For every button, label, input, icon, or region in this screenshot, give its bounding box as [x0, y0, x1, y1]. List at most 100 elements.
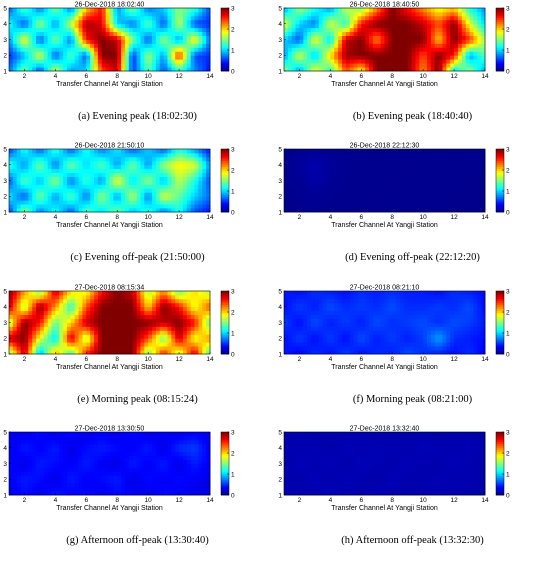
heatmap-cell	[303, 24, 307, 28]
heatmap-cell	[152, 20, 156, 24]
heatmap-cell	[24, 36, 28, 40]
heatmap-cell	[191, 323, 195, 327]
heatmap-cell	[365, 204, 369, 208]
heatmap-cell	[52, 161, 56, 165]
heatmap-cell	[357, 153, 361, 157]
heatmap-cell	[334, 12, 338, 16]
heatmap-cell	[32, 36, 36, 40]
heatmap-cell	[419, 12, 423, 16]
heatmap-cell	[442, 153, 446, 157]
heatmap-cell	[187, 59, 191, 63]
heatmap-cell	[311, 323, 315, 327]
heatmap-cell	[167, 323, 171, 327]
heatmap-cell	[171, 8, 175, 12]
heatmap-cell	[55, 157, 59, 161]
heatmap-cell	[346, 40, 350, 44]
heatmap-cell	[144, 59, 148, 63]
heatmap-cell	[94, 188, 98, 192]
heatmap-cell	[133, 192, 137, 196]
heatmap-cell	[303, 346, 307, 350]
heatmap-cell	[110, 315, 114, 319]
heatmap-cell	[28, 59, 32, 63]
heatmap-cell	[75, 51, 79, 55]
heatmap-cell	[439, 47, 443, 51]
heatmap-cell	[381, 40, 385, 44]
heatmap-cell	[202, 165, 206, 169]
heatmap-cell	[106, 323, 110, 327]
heatmap-cell	[106, 342, 110, 346]
heatmap-cell	[55, 303, 59, 307]
heatmap-cell	[9, 165, 13, 169]
heatmap-cell	[319, 153, 323, 157]
heatmap-cell	[63, 319, 67, 323]
heatmap-cell	[164, 204, 168, 208]
heatmap-cell	[21, 157, 25, 161]
heatmap-cell	[470, 200, 474, 204]
heatmap-cell	[342, 319, 346, 323]
heatmap-cell	[354, 181, 358, 185]
heatmap-cell	[354, 8, 358, 12]
heatmap-cell	[369, 338, 373, 342]
heatmap-cell	[412, 20, 416, 24]
heatmap-cell	[152, 12, 156, 16]
heatmap-cell	[179, 157, 183, 161]
heatmap-cell	[354, 330, 358, 334]
heatmap-cell	[346, 169, 350, 173]
heatmap-cell	[48, 323, 52, 327]
heatmap-cell	[191, 157, 195, 161]
heatmap-cell	[52, 188, 56, 192]
heatmap-cell	[117, 334, 121, 338]
heatmap-cell	[63, 346, 67, 350]
heatmap-cell	[307, 323, 311, 327]
heatmap-cell	[373, 326, 377, 330]
heatmap-cell	[400, 153, 404, 157]
heatmap-cell	[381, 165, 385, 169]
heatmap-cell	[129, 32, 133, 36]
heatmap-cell	[140, 16, 144, 20]
heatmap-cell	[137, 32, 141, 36]
heatmap-cell	[334, 204, 338, 208]
heatmap-cell	[373, 200, 377, 204]
heatmap-cell	[52, 24, 56, 28]
heatmap-cell	[303, 342, 307, 346]
heatmap-cell	[412, 28, 416, 32]
heatmap-cell	[179, 330, 183, 334]
heatmap-cell	[67, 334, 71, 338]
heatmap-cell	[299, 346, 303, 350]
heatmap-cell	[179, 28, 183, 32]
heatmap-cell	[466, 40, 470, 44]
heatmap-cell	[160, 153, 164, 157]
heatmap-cell	[28, 291, 32, 295]
heatmap-cell	[59, 303, 63, 307]
heatmap-cell	[446, 59, 450, 63]
heatmap-cell	[315, 36, 319, 40]
heatmap-cell	[350, 323, 354, 327]
x-tick-label: 2	[298, 73, 302, 80]
heatmap-cell	[21, 8, 25, 12]
heatmap-cell	[346, 334, 350, 338]
heatmap-cell	[148, 16, 152, 20]
heatmap-cell	[323, 149, 327, 153]
heatmap-cell	[458, 51, 462, 55]
heatmap-cell	[311, 47, 315, 51]
heatmap-cell	[48, 177, 52, 181]
heatmap-cell	[385, 326, 389, 330]
heatmap-cell	[327, 315, 331, 319]
heatmap-cell	[90, 323, 94, 327]
heatmap-cell	[67, 16, 71, 20]
heatmap-cell	[24, 169, 28, 173]
heatmap-cell	[338, 169, 342, 173]
heatmap-cell	[167, 43, 171, 47]
heatmap-cell	[195, 173, 199, 177]
heatmap-cell	[470, 161, 474, 165]
heatmap-cell	[365, 59, 369, 63]
heatmap-cell	[167, 177, 171, 181]
heatmap-cell	[400, 24, 404, 28]
heatmap-cell	[357, 51, 361, 55]
heatmap-cell	[17, 157, 21, 161]
heatmap-cell	[117, 311, 121, 315]
heatmap-cell	[164, 43, 168, 47]
heatmap-cell	[82, 16, 86, 20]
heatmap-cell	[303, 330, 307, 334]
